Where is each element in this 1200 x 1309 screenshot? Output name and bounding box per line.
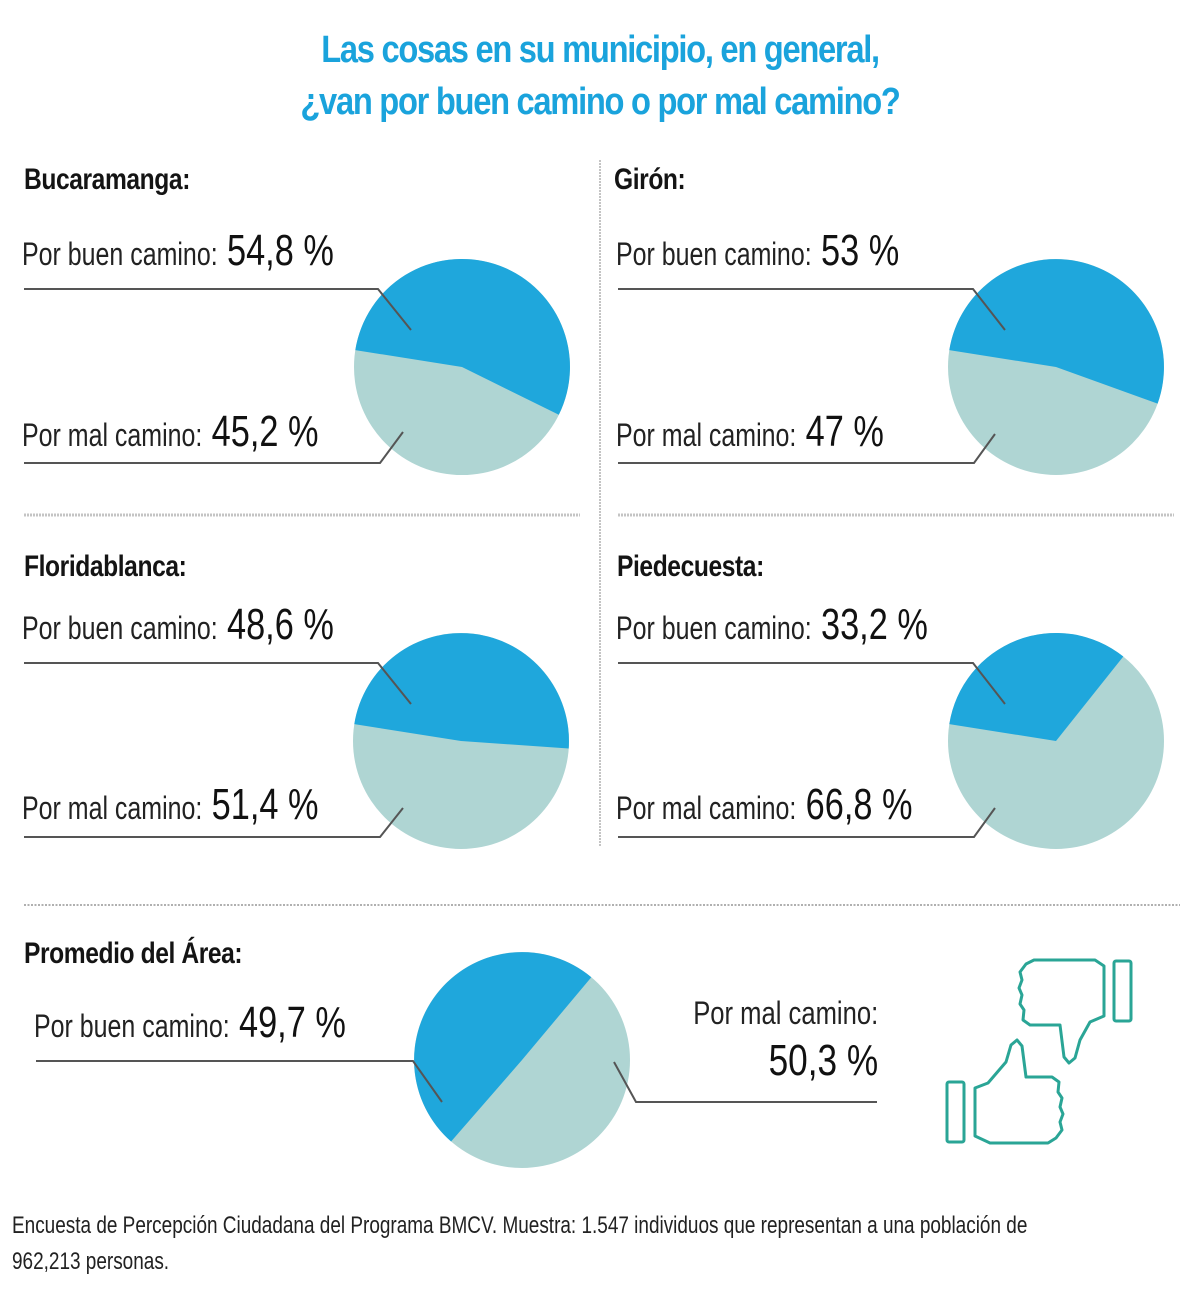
mal-camino-label: Por mal camino:	[616, 790, 797, 826]
chart-title: Las cosas en su municipio, en general, ¿…	[84, 24, 1116, 128]
mal-camino-value: 47 %	[805, 407, 884, 456]
buen-camino-row-bucaramanga: Por buen camino: 54,8 %	[22, 226, 334, 276]
mal-camino-label: Por mal camino:	[22, 417, 203, 453]
leader-line-promedio-buen	[36, 1060, 443, 1103]
thumbs-down-icon	[1017, 958, 1133, 1065]
pie-slice-buen-camino	[354, 633, 569, 749]
buen-camino-value: 53 %	[820, 226, 900, 275]
title-line-2: ¿van por buen camino o por mal camino?	[300, 81, 901, 123]
source-note-line-2: 962,213 personas.	[12, 1248, 170, 1275]
buen-camino-label: Por buen camino:	[34, 1008, 230, 1044]
pie-slice-buen-camino	[414, 952, 592, 1142]
leader-line-bucaramanga-mal	[24, 431, 404, 464]
buen-camino-row-floridablanca: Por buen camino: 48,6 %	[22, 600, 334, 650]
pie-slice-buen-camino	[949, 632, 1124, 741]
city-label-piedecuesta: Piedecuesta:	[617, 550, 764, 583]
buen-camino-row-piedecuesta: Por buen camino: 33,2 %	[616, 600, 928, 650]
thumbs-up-icon	[945, 1038, 1065, 1145]
mal-camino-row-floridablanca: Por mal camino: 51,4 %	[22, 780, 319, 830]
source-note-line-1: Encuesta de Percepción Ciudadana del Pro…	[12, 1212, 1028, 1239]
buen-camino-label: Por buen camino:	[22, 236, 218, 272]
pie-piedecuesta	[948, 632, 1164, 849]
leader-lines	[24, 288, 1006, 1103]
mal-camino-row-giron: Por mal camino: 47 %	[616, 407, 884, 457]
mal-camino-value: 51,4 %	[211, 780, 319, 829]
city-label-bucaramanga: Bucaramanga:	[24, 163, 190, 196]
source-note: Encuesta de Percepción Ciudadana del Pro…	[12, 1208, 1118, 1280]
leader-line-floridablanca-mal	[24, 807, 404, 838]
buen-camino-value: 54,8 %	[226, 226, 334, 275]
mal-camino-value: 45,2 %	[211, 407, 319, 456]
pie-slice-buen-camino	[949, 259, 1164, 404]
buen-camino-row-promedio: Por buen camino: 49,7 %	[34, 998, 346, 1048]
buen-camino-row-giron: Por buen camino: 53 %	[616, 226, 899, 276]
buen-camino-label: Por buen camino:	[616, 610, 812, 646]
buen-camino-value: 49,7 %	[238, 998, 346, 1047]
mal-camino-block-promedio: Por mal camino: 50,3 %	[693, 995, 878, 1086]
mal-camino-label: Por mal camino:	[616, 417, 797, 453]
mal-camino-row-piedecuesta: Por mal camino: 66,8 %	[616, 780, 913, 830]
mal-camino-row-bucaramanga: Por mal camino: 45,2 %	[22, 407, 319, 457]
mal-camino-value: 66,8 %	[805, 780, 913, 829]
pie-promedio	[414, 952, 630, 1168]
leader-line-giron-mal	[618, 433, 996, 464]
leader-line-promedio-mal	[613, 1061, 877, 1103]
city-label-promedio: Promedio del Área:	[24, 937, 243, 970]
city-label-floridablanca: Floridablanca:	[24, 550, 187, 583]
title-line-1: Las cosas en su municipio, en general,	[321, 29, 880, 71]
city-label-giron: Girón:	[614, 163, 686, 196]
mal-camino-value: 50,3 %	[768, 1036, 878, 1085]
leader-line-floridablanca-buen	[24, 662, 412, 705]
pie-giron	[948, 259, 1164, 475]
buen-camino-label: Por buen camino:	[22, 610, 218, 646]
buen-camino-value: 33,2 %	[820, 600, 928, 649]
leader-line-giron-buen	[618, 288, 1006, 331]
pie-bucaramanga	[354, 258, 571, 476]
pie-floridablanca	[353, 633, 569, 849]
leader-line-piedecuesta-mal	[618, 807, 996, 838]
buen-camino-label: Por buen camino:	[616, 236, 812, 272]
mal-camino-label: Por mal camino:	[693, 995, 878, 1031]
mal-camino-label: Por mal camino:	[22, 790, 203, 826]
pie-slice-buen-camino	[355, 258, 570, 415]
leader-line-piedecuesta-buen	[618, 662, 1006, 705]
buen-camino-value: 48,6 %	[226, 600, 334, 649]
leader-line-bucaramanga-buen	[24, 288, 412, 331]
